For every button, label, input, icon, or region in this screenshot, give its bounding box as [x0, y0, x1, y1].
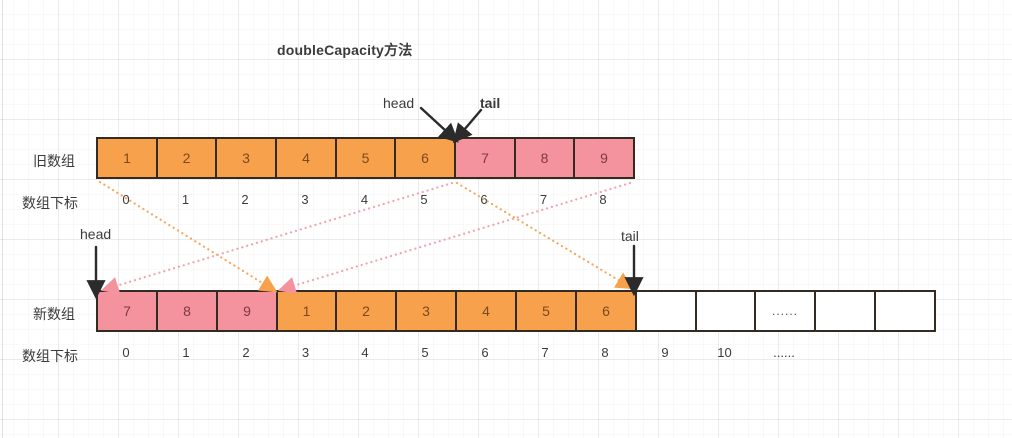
new-index-label-8: 8 [601, 345, 609, 360]
new-index-label-1: 1 [182, 345, 190, 360]
old-array-cell-3: 4 [275, 137, 337, 179]
new-array-cell-0: 7 [96, 290, 158, 332]
new-index-label-10: 10 [717, 345, 732, 360]
new-array-cell-12 [814, 290, 876, 332]
old-array-cell-8: 9 [573, 137, 635, 179]
new-array-cell-8: 6 [575, 290, 637, 332]
new-tail-label: tail [621, 228, 639, 244]
old-index-label-5: 5 [420, 192, 428, 207]
new-array-cell-13 [874, 290, 936, 332]
new-array-cell-11: ...... [754, 290, 816, 332]
old-array-cell-5: 6 [394, 137, 456, 179]
old-index-row-label: 数组下标 [22, 195, 78, 211]
new-index-label-0: 0 [122, 345, 130, 360]
old-array-cell-1: 2 [156, 137, 217, 179]
old-array-cell-6: 7 [454, 137, 516, 179]
old-array-cell-2: 3 [215, 137, 277, 179]
old-index-label-4: 4 [360, 192, 369, 207]
new-array-cell-2: 9 [216, 290, 278, 332]
old-array-cell-0: 1 [96, 137, 158, 179]
new-array-cell-9 [635, 290, 697, 332]
old-tail-arrow [452, 108, 483, 144]
new-array-cell-5: 3 [395, 290, 457, 332]
canvas-edge-line [2, 0, 3, 438]
old-array-label: 旧数组 [33, 153, 75, 169]
new-index-label-7: 7 [541, 345, 549, 360]
new-index-label-2: 2 [242, 345, 250, 360]
new-array-label: 新数组 [33, 306, 75, 322]
new-index-label-9: 9 [661, 345, 669, 360]
old-index-label-0: 0 [122, 192, 130, 207]
mapping-line-old8-to-new2 [277, 181, 632, 294]
old-head-arrow [419, 106, 459, 143]
new-index-label-5: 5 [421, 345, 429, 360]
new-index-label-3: 3 [301, 345, 310, 360]
old-index-label-1: 1 [181, 192, 190, 207]
mapping-line-old6-to-new0 [100, 181, 454, 294]
new-array-cell-4: 2 [335, 290, 397, 332]
old-index-label-2: 2 [241, 192, 249, 207]
new-array-cell-1: 8 [156, 290, 218, 332]
old-index-label-6: 6 [480, 192, 488, 207]
old-array-cell-7: 8 [514, 137, 575, 179]
old-tail-label: tail [480, 95, 501, 111]
new-array-cell-10 [695, 290, 756, 332]
new-array-cell-3: 1 [276, 290, 337, 332]
new-array-cell-6: 4 [455, 290, 517, 332]
new-index-row-label: 数组下标 [22, 348, 78, 364]
old-index-label-7: 7 [539, 192, 548, 207]
old-array-cell-4: 5 [335, 137, 396, 179]
new-index-label-6: 6 [481, 345, 489, 360]
old-head-label: head [383, 95, 415, 111]
new-head-label: head [80, 226, 112, 242]
old-index-label-8: 8 [599, 192, 607, 207]
new-index-label-11: ...... [773, 345, 795, 360]
old-index-label-3: 3 [301, 192, 309, 207]
diagram-title: doubleCapacity方法 [277, 42, 413, 58]
new-array-cell-7: 5 [515, 290, 577, 332]
new-index-label-4: 4 [361, 345, 369, 360]
